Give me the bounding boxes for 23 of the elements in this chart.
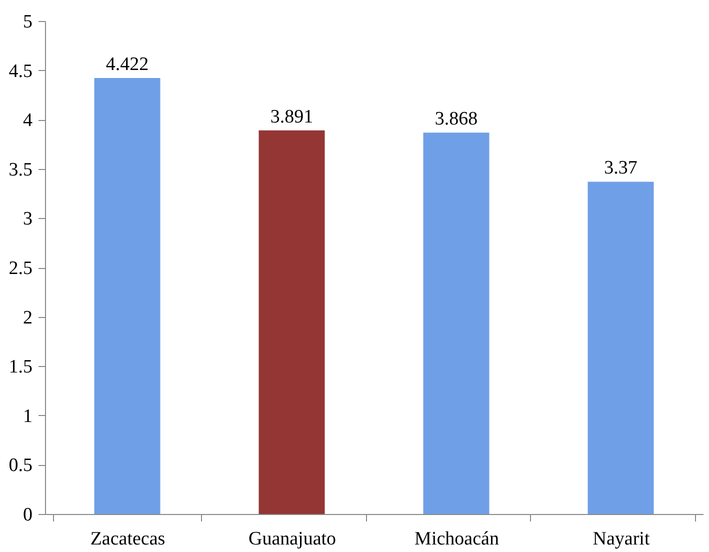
y-tick-label: 5 (23, 12, 32, 32)
y-tick-label: 3.5 (8, 159, 32, 180)
bar (588, 182, 654, 514)
x-tick-label: Zacatecas (90, 528, 166, 550)
x-tick-label: Michoacán (414, 528, 500, 550)
data-label: 3.891 (270, 106, 314, 128)
y-tick-label: 1.5 (8, 356, 32, 378)
bar (258, 130, 325, 514)
y-tick-label: 4.5 (8, 60, 32, 82)
y-tick-label: 0 (23, 504, 32, 526)
bar (94, 78, 160, 514)
y-tick-label: 2 (23, 307, 32, 328)
y-tick-label: 4 (23, 110, 33, 132)
y-tick-label: 2.5 (8, 258, 32, 279)
data-label: 3.37 (604, 158, 638, 179)
bar (423, 132, 490, 514)
data-label: 3.868 (434, 108, 478, 130)
data-label: 4.422 (106, 54, 149, 75)
x-tick-label: Nayarit (592, 528, 650, 550)
y-tick-label: 3 (23, 208, 32, 230)
y-tick-label: 0.5 (8, 455, 32, 476)
y-tick-label: 1 (23, 406, 32, 427)
x-tick-label: Guanajuato (248, 528, 336, 550)
